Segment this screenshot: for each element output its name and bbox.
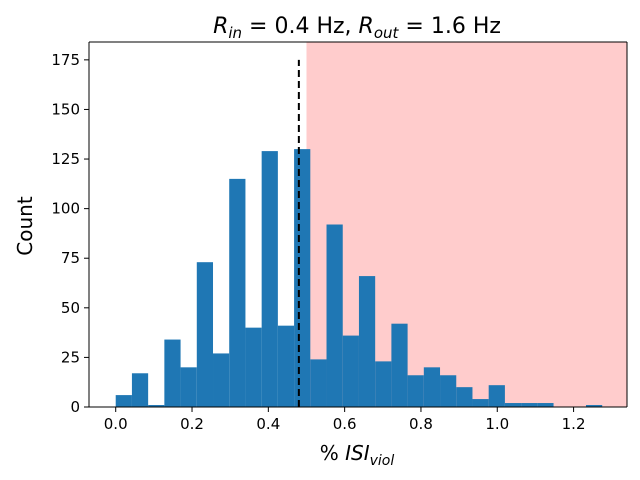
title-r-out-subscript: out [374,24,400,42]
y-tick-label: 125 [51,150,80,168]
x-tick-label: 0.0 [104,415,128,433]
histogram-bar [358,276,376,407]
histogram-bar [294,149,311,407]
y-tick-label: 175 [51,51,80,69]
histogram-bar [148,405,165,407]
histogram-bar [213,353,230,407]
histogram-bar [585,405,603,407]
histogram-bars [115,149,603,407]
y-tick-label: 50 [61,299,80,317]
x-tick-label: 0.8 [409,415,433,433]
x-axis-title-prefix: % [320,441,345,465]
title-r-in-value: = 0.4 Hz, [242,14,358,39]
x-axis-ticks: 0.0 0.2 0.4 0.6 0.8 1.0 1.2 [104,407,586,433]
histogram-bar [342,335,359,407]
chart-title: Rin = 0.4 Hz, Rout = 1.6 Hz [213,14,501,42]
x-tick-label: 1.0 [485,415,509,433]
axes [88,41,628,408]
histogram-bar [472,399,489,407]
x-tick-label: 0.4 [256,415,280,433]
x-axis-title-subscript: viol [370,453,395,469]
histogram-bar [407,375,424,407]
histogram-bar [423,367,441,407]
histogram-bar [521,403,538,407]
y-tick-label: 0 [70,398,80,416]
histogram-bar [196,262,214,407]
y-tick-label: 25 [61,348,80,366]
histogram-bar [180,367,197,407]
histogram-bar [310,359,327,407]
histogram-bar [488,385,505,407]
histogram-bar [131,373,149,407]
x-axis-title-main: ISI [345,441,370,465]
y-axis-title: Count [13,196,37,256]
y-tick-label: 150 [51,100,80,118]
title-r-in-subscript: in [228,24,242,42]
y-tick-label: 75 [61,249,80,267]
y-tick-label: 100 [51,200,80,218]
histogram-bar [277,325,295,407]
histogram-bar [375,361,392,407]
histogram-bar [229,178,246,407]
title-r-out-value: = 1.6 Hz [398,14,501,39]
x-tick-label: 0.2 [180,415,204,433]
histogram-bar [391,323,408,407]
histogram-bar [245,327,262,407]
histogram-bar [115,395,132,407]
histogram-bar [164,339,181,407]
histogram-bar [504,403,522,407]
y-axis-ticks: 0 25 50 75 100 125 150 175 [51,51,89,416]
histogram-bar [326,224,343,407]
histogram-bar [440,375,457,407]
title-r-out-label: R [359,14,374,39]
x-tick-label: 1.2 [562,415,586,433]
x-axis-title: % ISIviol [320,441,395,469]
x-tick-label: 0.6 [333,415,357,433]
title-r-in-label: R [213,14,228,39]
histogram-bar [456,387,473,407]
histogram-bar [537,403,554,407]
histogram-bar [261,151,278,407]
